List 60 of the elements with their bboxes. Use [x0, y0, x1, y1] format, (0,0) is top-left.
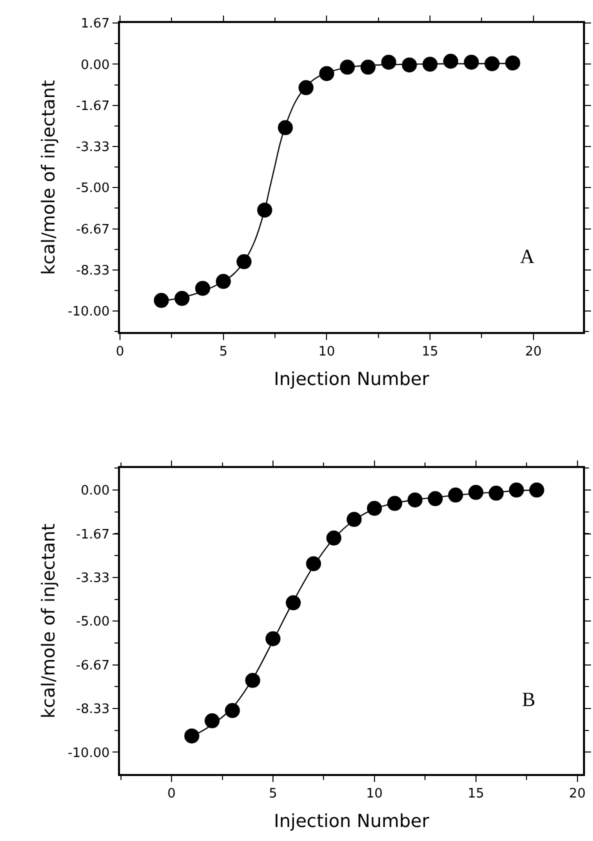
point	[428, 491, 443, 506]
point	[184, 728, 200, 744]
point	[257, 202, 272, 218]
x-tick-label: 20	[525, 344, 542, 360]
y-tick-label: -6.67	[76, 658, 110, 674]
point	[278, 120, 293, 136]
x-tick-label: 15	[468, 786, 484, 802]
point	[216, 274, 231, 289]
y-tick-label: -1.67	[76, 98, 110, 114]
y-tick-label: 0.00	[80, 484, 110, 499]
x-tick-label: 5	[219, 344, 228, 360]
x-tick-label: 15	[422, 344, 438, 360]
point	[468, 484, 484, 500]
x-axis-title: Injection Number	[274, 368, 430, 390]
point	[448, 488, 464, 503]
point	[508, 482, 524, 498]
point	[195, 280, 210, 296]
x-tick-label: 0	[116, 344, 124, 360]
point	[360, 60, 376, 75]
point	[236, 254, 252, 270]
x-tick-label: 20	[569, 786, 586, 802]
x-tick-label: 5	[268, 786, 278, 802]
x-tick-label: 10	[366, 786, 383, 802]
y-tick-label: -10.00	[68, 304, 110, 320]
y-axis-title: kcal/mole of injectant	[38, 80, 60, 275]
annotation: A	[520, 246, 535, 268]
y-tick-label: -3.33	[76, 140, 110, 155]
point	[326, 530, 342, 546]
y-tick-label: 1.67	[80, 16, 110, 32]
point	[488, 486, 504, 501]
y-axis-title: kcal/mole of injectant	[38, 524, 60, 718]
point	[505, 55, 520, 70]
point	[346, 512, 362, 527]
point	[408, 492, 423, 508]
x-axis-title: Injection Number	[274, 810, 430, 832]
point	[224, 703, 240, 718]
y-tick-label: -3.33	[76, 570, 110, 586]
point	[306, 556, 322, 572]
point	[154, 292, 169, 308]
point	[298, 80, 314, 96]
y-tick-label: -5.00	[76, 614, 110, 630]
y-tick-label: -1.67	[76, 527, 110, 542]
y-tick-label: -8.33	[76, 263, 110, 278]
x-tick-label: 10	[318, 344, 335, 360]
point	[529, 482, 544, 498]
point	[340, 60, 355, 75]
point	[366, 500, 382, 516]
annotation: B	[522, 689, 536, 711]
x-tick-label: 0	[167, 786, 176, 802]
y-tick-label: 0.00	[80, 58, 110, 73]
y-tick-label: -6.67	[76, 222, 110, 238]
point	[422, 56, 438, 72]
point	[204, 713, 220, 728]
y-tick-label: -8.33	[76, 702, 110, 717]
point	[265, 631, 280, 646]
point	[245, 672, 260, 688]
point	[484, 56, 500, 72]
y-tick-label: -10.00	[68, 746, 110, 761]
y-tick-label: -5.00	[76, 181, 110, 196]
point	[174, 290, 190, 306]
